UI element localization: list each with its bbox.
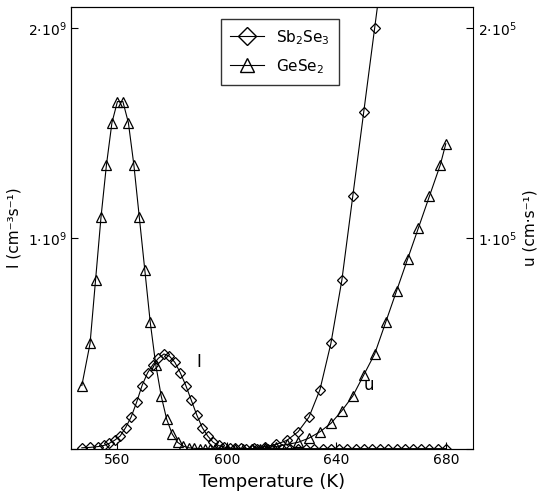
Y-axis label: u (cm·s⁻¹): u (cm·s⁻¹) <box>522 189 537 266</box>
Text: I: I <box>197 353 202 371</box>
Text: u: u <box>364 376 374 394</box>
Y-axis label: I (cm⁻³s⁻¹): I (cm⁻³s⁻¹) <box>7 187 22 268</box>
Legend: Sb$_2$Se$_3$, GeSe$_2$: Sb$_2$Se$_3$, GeSe$_2$ <box>221 19 339 86</box>
X-axis label: Temperature (K): Temperature (K) <box>199 473 345 491</box>
